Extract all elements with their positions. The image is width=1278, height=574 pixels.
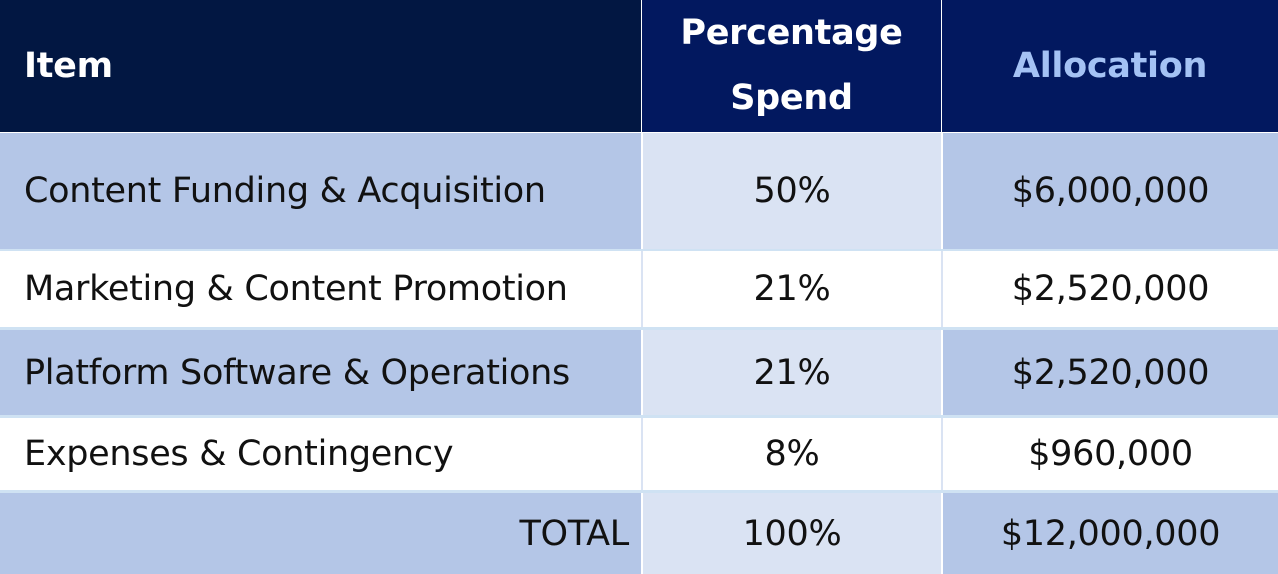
row-divider: [0, 249, 1278, 252]
row-allocation: $960,000: [941, 418, 1278, 490]
header-percentage-line2: Spend: [730, 78, 853, 118]
total-allocation: $12,000,000: [941, 493, 1278, 574]
table-row: Expenses & Contingency 8% $960,000: [0, 418, 1278, 490]
row-divider: [0, 415, 1278, 418]
row-percentage: 21%: [641, 330, 941, 415]
header-row: Item Percentage Spend Allocation: [0, 0, 1278, 132]
row-percentage: 50%: [641, 133, 941, 249]
header-percentage-line1: Percentage: [680, 13, 903, 53]
row-percentage: 21%: [641, 251, 941, 327]
table-row: Marketing & Content Promotion 21% $2,520…: [0, 251, 1278, 327]
header-allocation: Allocation: [941, 0, 1278, 132]
row-item: Expenses & Contingency: [0, 418, 641, 490]
row-divider: [0, 327, 1278, 330]
table-row: Platform Software & Operations 21% $2,52…: [0, 330, 1278, 415]
row-percentage: 8%: [641, 418, 941, 490]
row-allocation: $6,000,000: [941, 133, 1278, 249]
row-item: Platform Software & Operations: [0, 330, 641, 415]
header-item: Item: [0, 0, 641, 132]
row-allocation: $2,520,000: [941, 330, 1278, 415]
total-label: TOTAL: [0, 493, 641, 574]
table-row: Content Funding & Acquisition 50% $6,000…: [0, 133, 1278, 249]
row-item: Content Funding & Acquisition: [0, 133, 641, 249]
header-percentage-spend: Percentage Spend: [641, 0, 941, 132]
total-percentage: 100%: [641, 493, 941, 574]
header-allocation-label: Allocation: [1012, 46, 1208, 86]
row-allocation: $2,520,000: [941, 251, 1278, 327]
row-divider: [0, 490, 1278, 493]
total-row: TOTAL 100% $12,000,000: [0, 493, 1278, 574]
row-item: Marketing & Content Promotion: [0, 251, 641, 327]
